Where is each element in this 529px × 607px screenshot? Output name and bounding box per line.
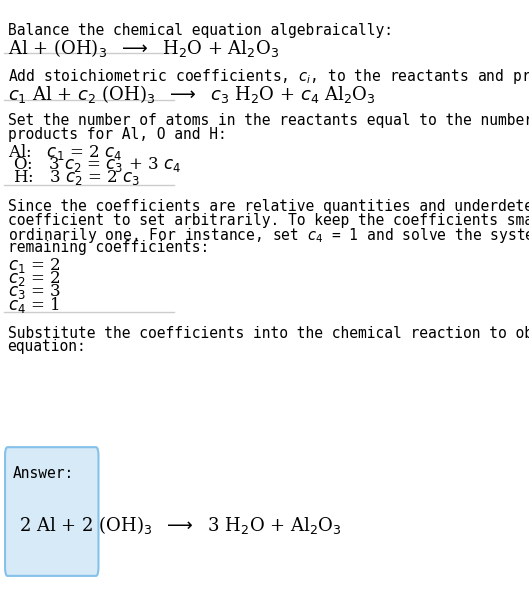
Text: Al + (OH)$_3$  $\longrightarrow$  H$_2$O + Al$_2$O$_3$: Al + (OH)$_3$ $\longrightarrow$ H$_2$O +… <box>7 37 279 59</box>
Text: coefficient to set arbitrarily. To keep the coefficients small, the arbitrary va: coefficient to set arbitrarily. To keep … <box>7 212 529 228</box>
Text: Al:   $c_1$ = 2 $c_4$: Al: $c_1$ = 2 $c_4$ <box>7 142 122 162</box>
Text: products for Al, O and H:: products for Al, O and H: <box>7 127 226 142</box>
Text: O:   3 $c_2$ = $c_3$ + 3 $c_4$: O: 3 $c_2$ = $c_3$ + 3 $c_4$ <box>7 155 180 174</box>
Text: $c_3$ = 3: $c_3$ = 3 <box>7 282 60 301</box>
Text: Balance the chemical equation algebraically:: Balance the chemical equation algebraica… <box>7 23 393 38</box>
Text: Substitute the coefficients into the chemical reaction to obtain the balanced: Substitute the coefficients into the che… <box>7 325 529 341</box>
Text: Answer:: Answer: <box>13 466 74 481</box>
Text: equation:: equation: <box>7 339 86 354</box>
Text: Set the number of atoms in the reactants equal to the number of atoms in the: Set the number of atoms in the reactants… <box>7 113 529 128</box>
Text: $c_1$ = 2: $c_1$ = 2 <box>7 256 60 274</box>
Text: $c_4$ = 1: $c_4$ = 1 <box>7 295 59 315</box>
Text: H:   3 $c_2$ = 2 $c_3$: H: 3 $c_2$ = 2 $c_3$ <box>7 168 140 187</box>
Text: Since the coefficients are relative quantities and underdetermined, choose a: Since the coefficients are relative quan… <box>7 198 529 214</box>
FancyBboxPatch shape <box>5 447 98 576</box>
Text: ordinarily one. For instance, set $c_4$ = 1 and solve the system of equations fo: ordinarily one. For instance, set $c_4$ … <box>7 226 529 245</box>
Text: $c_2$ = 2: $c_2$ = 2 <box>7 269 60 288</box>
Text: 2 Al + 2 (OH)$_3$  $\longrightarrow$  3 H$_2$O + Al$_2$O$_3$: 2 Al + 2 (OH)$_3$ $\longrightarrow$ 3 H$… <box>20 514 342 536</box>
Text: remaining coefficients:: remaining coefficients: <box>7 240 209 255</box>
Text: Add stoichiometric coefficients, $c_i$, to the reactants and products:: Add stoichiometric coefficients, $c_i$, … <box>7 67 529 86</box>
Text: $c_1$ Al + $c_2$ (OH)$_3$  $\longrightarrow$  $c_3$ H$_2$O + $c_4$ Al$_2$O$_3$: $c_1$ Al + $c_2$ (OH)$_3$ $\longrightarr… <box>7 83 375 105</box>
